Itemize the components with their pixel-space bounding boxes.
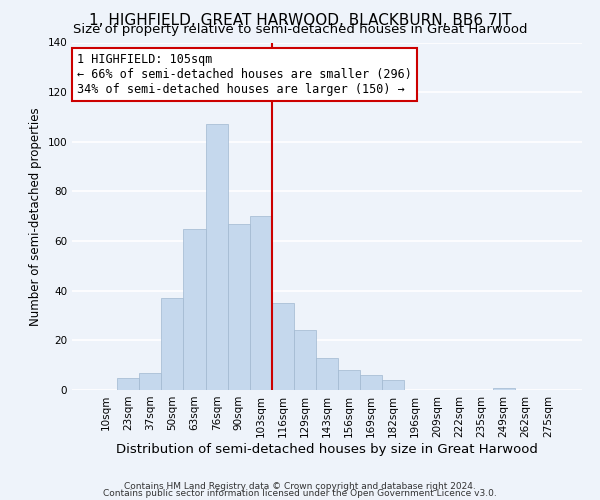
Bar (250, 216, 272, 390)
Y-axis label: Number of semi-detached properties: Number of semi-detached properties (29, 107, 42, 326)
Bar (184, 228, 206, 390)
Bar (493, 388, 515, 390)
Bar (227, 224, 250, 390)
Bar (338, 370, 360, 390)
Bar (294, 330, 316, 390)
Bar (161, 298, 184, 390)
Bar (360, 375, 382, 390)
Text: 1 HIGHFIELD: 105sqm
← 66% of semi-detached houses are smaller (296)
34% of semi-: 1 HIGHFIELD: 105sqm ← 66% of semi-detach… (77, 53, 412, 96)
Text: Size of property relative to semi-detached houses in Great Harwood: Size of property relative to semi-detach… (73, 22, 527, 36)
Bar (117, 378, 139, 390)
Text: 1, HIGHFIELD, GREAT HARWOOD, BLACKBURN, BB6 7JT: 1, HIGHFIELD, GREAT HARWOOD, BLACKBURN, … (89, 12, 511, 28)
Text: Contains public sector information licensed under the Open Government Licence v3: Contains public sector information licen… (103, 489, 497, 498)
Bar (206, 124, 227, 390)
Bar (272, 303, 294, 390)
X-axis label: Distribution of semi-detached houses by size in Great Harwood: Distribution of semi-detached houses by … (116, 442, 538, 456)
Bar (316, 358, 338, 390)
Bar (139, 372, 161, 390)
Bar (382, 380, 404, 390)
Text: Contains HM Land Registry data © Crown copyright and database right 2024.: Contains HM Land Registry data © Crown c… (124, 482, 476, 491)
